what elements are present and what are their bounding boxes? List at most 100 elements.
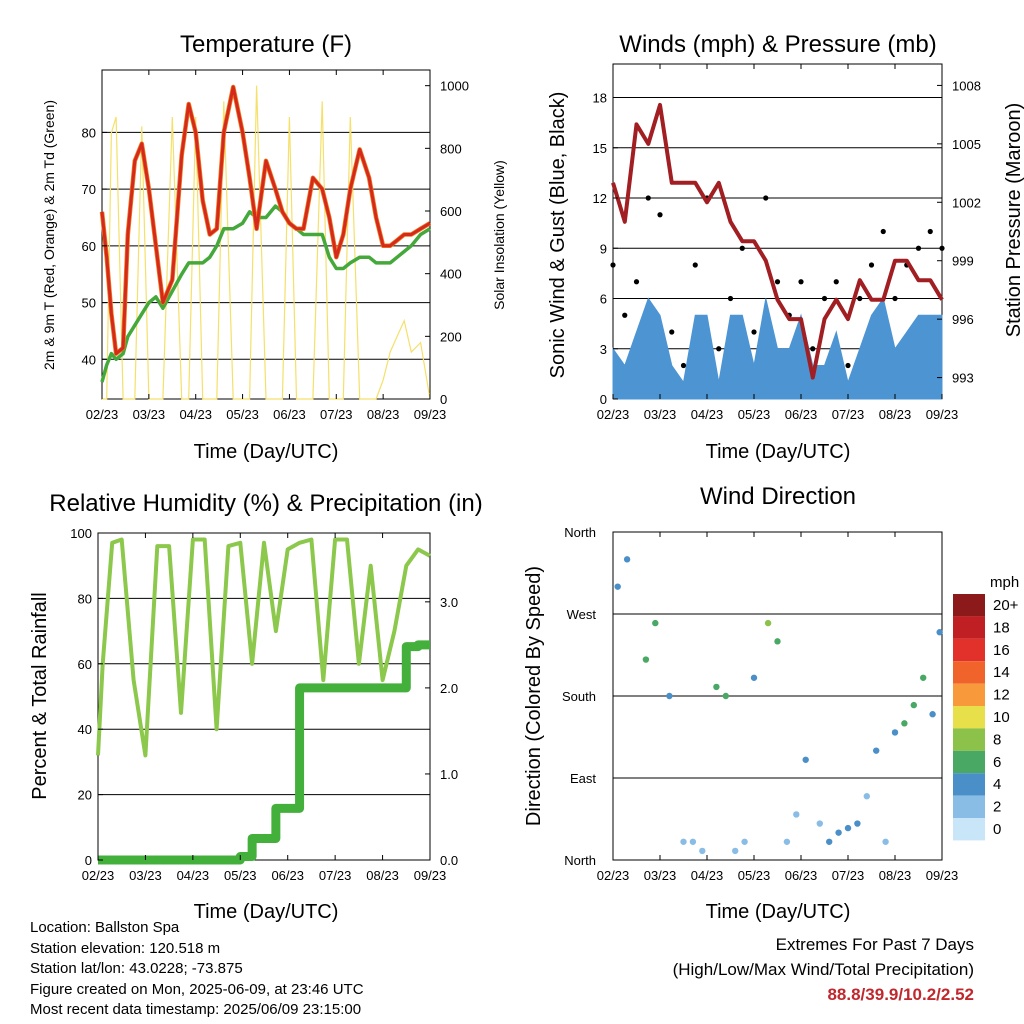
- legend-label: 2: [993, 799, 1001, 816]
- legend-swatch: [953, 728, 985, 751]
- direction-point: [741, 838, 748, 845]
- rh-xtick-label: 07/23: [319, 868, 352, 883]
- rh-xtick-label: 03/23: [129, 868, 162, 883]
- rh-y2tick-label: 1.0: [440, 767, 458, 782]
- legend-title: mph: [990, 574, 1019, 591]
- temp-xtick-label: 09/23: [414, 407, 447, 422]
- gust-point: [880, 228, 886, 235]
- gust-point: [645, 195, 651, 201]
- legend-label: 14: [993, 664, 1010, 681]
- dir-ytick-label: North: [564, 853, 596, 868]
- gust-point: [810, 346, 816, 352]
- gust-point: [857, 295, 863, 302]
- extremes-box: Extremes For Past 7 Days (High/Low/Max W…: [673, 932, 974, 1007]
- direction-point: [699, 847, 706, 855]
- gust-point: [821, 295, 828, 302]
- direction-point: [835, 829, 842, 836]
- dir-panel: Wind Direction North East South West North 0…: [523, 483, 1019, 923]
- wind-panel: Winds (mph) & Pressure (mb) 0 3 6 9 12 15 18 9…: [547, 31, 1024, 463]
- rh-xtick-label: 09/23: [414, 868, 447, 883]
- direction-point: [750, 674, 758, 681]
- dir-x-ticks: 02/23 03/23 04/23 05/23 06/23 07/23 08/23 09/23: [597, 532, 959, 883]
- legend-swatch: [953, 818, 985, 841]
- wind-xtick-label: 05/23: [738, 407, 771, 422]
- legend-label: 4: [993, 776, 1001, 793]
- wind-xtick-label: 06/23: [785, 407, 818, 422]
- temp-ylabel-right: Solar Insolation (Yellow): [491, 160, 507, 310]
- rainfall-line: [98, 640, 430, 865]
- dir-ytick-label: East: [570, 771, 596, 786]
- direction-point: [793, 811, 800, 818]
- gust-point: [751, 329, 757, 335]
- recent-timestamp: Most recent data timestamp: 2025/06/09 2…: [30, 1001, 362, 1018]
- direction-point: [863, 793, 870, 800]
- temp-ytick-label: 50: [82, 296, 96, 311]
- temp-y2tick-label: 600: [440, 204, 462, 219]
- legend-label: 12: [993, 687, 1010, 704]
- direction-point: [623, 556, 631, 563]
- dir-xtick-label: 07/23: [832, 868, 865, 883]
- wind-xtick-label: 02/23: [597, 407, 630, 422]
- dir-xtick-label: 04/23: [691, 868, 724, 883]
- wind-y2-ticks: 993 996 999 1002 1005 1008: [937, 78, 981, 386]
- dir-xtick-label: 06/23: [785, 868, 818, 883]
- rh-y2tick-label: 2.0: [440, 681, 458, 696]
- legend-label: 10: [993, 709, 1010, 726]
- speed-legend: 20+ 18 16 14 12 10 8 6 4 2 0: [953, 594, 1019, 841]
- dir-xlabel: Time (Day/UTC): [706, 901, 851, 923]
- wind-ytick-label: 12: [593, 191, 607, 206]
- gust-point: [892, 295, 898, 302]
- temp-panel: Temperature (F) 40 50 60 70 80 0 200 400 600 800…: [41, 31, 507, 463]
- gust-point: [622, 312, 628, 318]
- rh-line: [96, 537, 431, 758]
- rh-xtick-label: 08/23: [366, 868, 399, 883]
- gust-point: [798, 279, 804, 285]
- temp-ytick-label: 40: [82, 352, 96, 367]
- wind-xtick-label: 03/23: [644, 407, 677, 422]
- gust-point: [669, 329, 675, 335]
- wind-xlabel: Time (Day/UTC): [706, 441, 851, 463]
- wind-ytick-label: 0: [600, 392, 607, 407]
- direction-point: [816, 820, 823, 827]
- direction-point: [873, 747, 880, 754]
- legend-label: 20+: [993, 597, 1019, 614]
- wind-title: Winds (mph) & Pressure (mb): [619, 31, 936, 58]
- dir-xtick-label: 09/23: [926, 868, 959, 883]
- legend-swatch: [953, 706, 985, 729]
- gust-point: [657, 212, 663, 218]
- wind-ytick-label: 6: [600, 292, 607, 307]
- gust-point: [763, 195, 769, 201]
- temp-xtick-label: 08/23: [367, 407, 400, 422]
- gust-point: [692, 262, 698, 268]
- direction-point: [910, 701, 917, 709]
- direction-point: [783, 838, 791, 845]
- dir-ytick-label: North: [564, 525, 596, 540]
- direction-point: [802, 756, 809, 763]
- direction-point: [844, 824, 852, 832]
- dir-xtick-label: 02/23: [597, 868, 630, 883]
- temp-y2tick-label: 400: [440, 267, 462, 282]
- direction-point: [713, 683, 720, 691]
- wind-ytick-label: 9: [600, 241, 607, 256]
- temp-xlabel: Time (Day/UTC): [194, 441, 339, 463]
- direction-point: [732, 847, 739, 855]
- wind-y2tick-label: 993: [952, 371, 974, 386]
- gust-point: [939, 245, 945, 251]
- rh-ytick-label: 20: [78, 788, 92, 803]
- rh-ytick-label: 60: [78, 657, 92, 672]
- wind-speed-area: [612, 297, 943, 400]
- temp-title: Temperature (F): [180, 31, 352, 58]
- temp-xtick-label: 07/23: [320, 407, 353, 422]
- wind-ylabel: Sonic Wind & Gust (Blue, Black): [547, 92, 569, 379]
- temp-y2-ticks: 0 200 400 600 800 1000: [425, 79, 469, 407]
- extremes-subtitle: (High/Low/Max Wind/Total Precipitation): [672, 960, 974, 979]
- legend-label: 0: [993, 821, 1001, 838]
- dir-xtick-label: 05/23: [738, 868, 771, 883]
- legend-swatch: [953, 773, 985, 796]
- legend-swatch: [953, 795, 985, 818]
- wind-series: [610, 102, 945, 400]
- gust-point: [845, 362, 851, 369]
- temp-y-ticks: 40 50 60 70 80: [82, 125, 107, 367]
- temp-xtick-label: 03/23: [133, 407, 166, 422]
- direction-point: [614, 583, 621, 590]
